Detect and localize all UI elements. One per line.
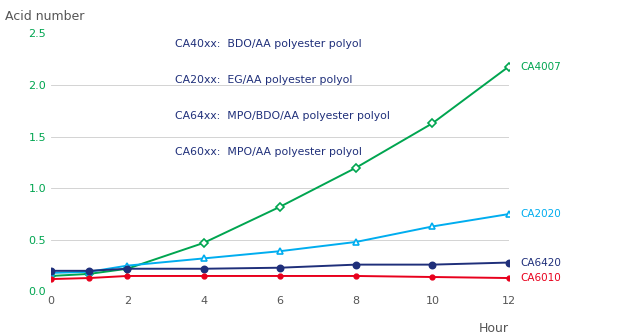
Text: CA64xx:  MPO/BDO/AA polyester polyol: CA64xx: MPO/BDO/AA polyester polyol [174,111,389,121]
Text: CA60xx:  MPO/AA polyester polyol: CA60xx: MPO/AA polyester polyol [174,147,361,157]
Text: Acid number: Acid number [5,10,85,23]
Text: CA6420: CA6420 [520,258,561,268]
Text: CA4007: CA4007 [520,62,561,71]
Text: Hour: Hour [479,322,509,335]
Text: CA20xx:  EG/AA polyester polyol: CA20xx: EG/AA polyester polyol [174,75,352,85]
Text: CA2020: CA2020 [520,209,561,219]
Text: CA6010: CA6010 [520,273,561,283]
Text: CA40xx:  BDO/AA polyester polyol: CA40xx: BDO/AA polyester polyol [174,39,361,49]
